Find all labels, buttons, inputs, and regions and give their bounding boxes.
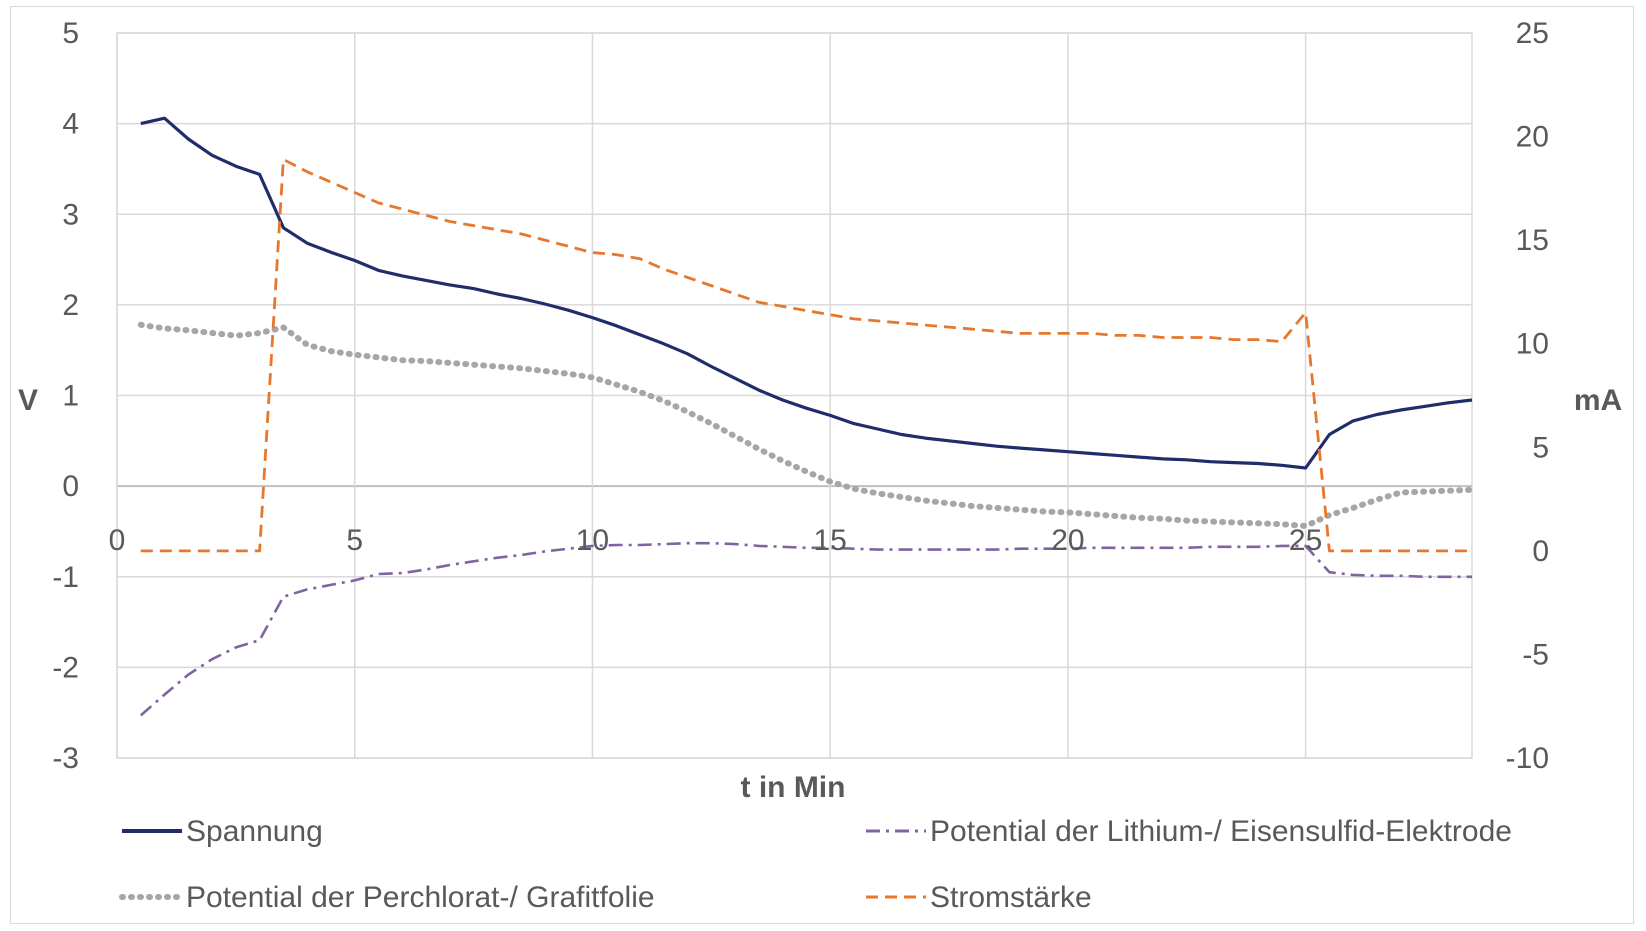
- series-layer: [137, 116, 1475, 717]
- legend-label-lithium: Potential der Lithium-/ Eisensulfid-Elek…: [930, 815, 1512, 848]
- x-axis-title: t in Min: [741, 771, 846, 804]
- y-left-tick-label: 1: [62, 380, 79, 413]
- legend: Spannung Potential der Lithium-/ Eisensu…: [119, 815, 1512, 914]
- y-right-tick-label: -10: [1506, 742, 1549, 775]
- y-left-tick-label: 4: [62, 108, 79, 141]
- y-right-tick-label: 25: [1516, 17, 1549, 50]
- gridlines: [116, 32, 1473, 759]
- y-right-tick-label: 20: [1516, 121, 1549, 154]
- series-line-3: [140, 157, 1472, 553]
- y-left-axis-title: V: [18, 384, 38, 417]
- legend-label-perchlorat: Potential der Perchlorat-/ Grafitfolie: [186, 881, 655, 914]
- y-right-tick-label: 5: [1532, 431, 1549, 464]
- series-line-0: [140, 116, 1473, 470]
- x-tick-label: 25: [1289, 524, 1322, 557]
- x-tick-label: 5: [346, 524, 363, 557]
- y-left-tick-label: 2: [62, 289, 79, 322]
- y-left-tick-label: -1: [52, 561, 79, 594]
- series-line-2: [137, 321, 1475, 529]
- x-tick-label: 15: [813, 524, 846, 557]
- legend-label-stromstaerke: Stromstärke: [930, 881, 1092, 914]
- x-tick-label: 20: [1051, 524, 1084, 557]
- chart-frame: [10, 6, 1634, 924]
- y-left-tick-label: 0: [62, 470, 79, 503]
- legend-label-spannung: Spannung: [186, 815, 323, 848]
- series-line-1: [139, 541, 1472, 717]
- x-tick-label: 0: [109, 524, 126, 557]
- y-left-tick-label: 5: [62, 17, 79, 50]
- y-left-tick-label: -2: [52, 651, 79, 684]
- x-tick-label: 10: [576, 524, 609, 557]
- y-right-tick-label: 0: [1532, 535, 1549, 568]
- y-right-tick-label: -5: [1522, 638, 1549, 671]
- y-right-tick-label: 15: [1516, 224, 1549, 257]
- y-left-tick-label: 3: [62, 198, 79, 231]
- y-left-tick-label: -3: [52, 742, 79, 775]
- y-right-axis-title: mA: [1574, 384, 1622, 417]
- y-right-tick-label: 10: [1516, 328, 1549, 361]
